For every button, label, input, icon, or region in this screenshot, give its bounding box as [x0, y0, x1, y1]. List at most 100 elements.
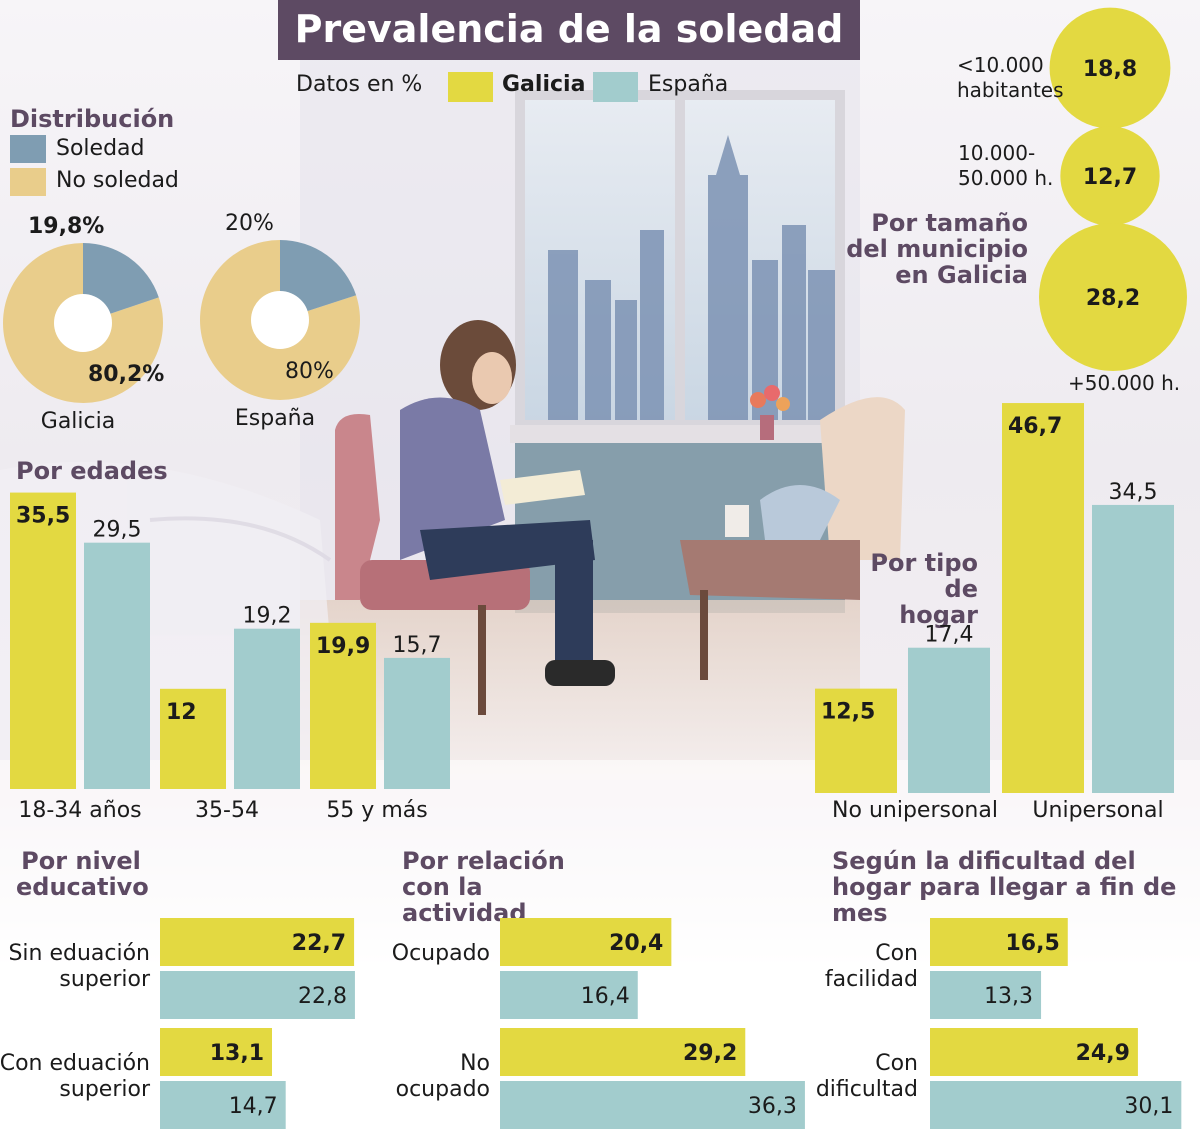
bar-espana [84, 542, 150, 789]
bar-value-galicia: 12 [166, 700, 197, 725]
hbar-galicia [930, 1028, 1138, 1076]
category-label: 18-34 años [18, 798, 141, 823]
hbar-galicia [500, 1028, 746, 1076]
legend-soledad-label: Soledad [56, 136, 145, 161]
bubble-label: 10.000- [958, 141, 1035, 165]
pie-name: Galicia [41, 409, 115, 434]
bubble-value: 12,7 [1083, 165, 1137, 190]
actividad-title: Por relación con la actividad [402, 847, 565, 927]
hbar-category-label: ocupado [396, 1077, 490, 1102]
pie-label-no-soledad: 80,2% [88, 362, 164, 387]
bubble-label: 50.000 h. [958, 166, 1053, 190]
legend-galicia-swatch [448, 72, 493, 102]
hbar-espana [930, 971, 1042, 1019]
hogar-title: Por tipo de hogar [870, 549, 978, 629]
hbar-espana [500, 971, 638, 1019]
legend-no-soledad-swatch [10, 168, 46, 196]
bubble-galicia [1039, 223, 1187, 371]
bar-galicia [10, 492, 76, 789]
bar-espana [234, 628, 300, 789]
bubble-label: habitantes [957, 78, 1064, 102]
hbar-value-galicia: 13,1 [210, 1041, 264, 1066]
bubble-value: 18,8 [1083, 57, 1137, 82]
hbar-value-espana: 16,4 [581, 984, 630, 1009]
bar-galicia [1002, 403, 1084, 793]
bubble-galicia [1060, 126, 1160, 226]
pie-label-soledad: 20% [225, 211, 274, 236]
woman-reading [400, 320, 615, 686]
hbar-category-label: superior [59, 1077, 151, 1102]
pie-label-no-soledad: 80% [285, 359, 334, 384]
hbar-espana [160, 971, 355, 1019]
bar-value-espana: 29,5 [93, 518, 142, 543]
pie-name: España [235, 406, 315, 431]
hbar-value-espana: 22,8 [298, 984, 347, 1009]
distribution-title: Distribución [10, 105, 175, 133]
bar-value-galicia: 35,5 [16, 504, 70, 529]
hbar-value-galicia: 20,4 [609, 931, 663, 956]
bar-value-espana: 15,7 [393, 633, 442, 658]
edades-title: Por edades [16, 457, 168, 485]
hbar-category-label: Sin eduación [8, 941, 150, 966]
bubble-value: 28,2 [1086, 286, 1140, 311]
dificultad-title: Según la dificultad del hogar para llega… [832, 847, 1177, 927]
armchair-right [680, 397, 905, 680]
category-label: 35-54 [195, 798, 259, 823]
hbar-value-galicia: 24,9 [1076, 1041, 1130, 1066]
bubble-label: <10.000 [957, 53, 1044, 77]
municipio-title: Por tamaño del municipio en Galicia [846, 209, 1028, 289]
donut-hole [251, 291, 309, 349]
hbar-espana [160, 1081, 286, 1129]
legend-no-soledad-label: No soledad [56, 168, 179, 193]
hbar-category-label: Con [875, 941, 918, 966]
pie-label-soledad: 19,8% [28, 214, 104, 239]
legend-espana-label: España [648, 72, 729, 97]
hbar-value-espana: 13,3 [984, 984, 1033, 1009]
hbar-category-label: superior [59, 967, 151, 992]
hbar-category-label: dificultad [816, 1077, 918, 1102]
units-note: Datos en % [296, 72, 423, 97]
hbar-value-espana: 14,7 [229, 1094, 278, 1119]
flower-vase [750, 385, 790, 440]
hbar-espana [930, 1081, 1182, 1129]
hbar-category-label: No [460, 1051, 490, 1076]
hbar-galicia [500, 918, 672, 966]
bar-value-galicia: 12,5 [821, 700, 875, 725]
hbar-value-espana: 36,3 [748, 1094, 797, 1119]
bar-espana [1092, 504, 1174, 793]
legend-espana-swatch [593, 72, 638, 102]
hbar-galicia [160, 1028, 273, 1076]
bar-value-galicia: 46,7 [1008, 414, 1062, 439]
hbar-category-label: Con [875, 1051, 918, 1076]
hbar-value-espana: 30,1 [1124, 1094, 1173, 1119]
hbar-galicia [160, 918, 355, 966]
bar-espana [384, 657, 450, 789]
hbar-value-galicia: 16,5 [1005, 931, 1059, 956]
bar-galicia [815, 688, 897, 793]
hbar-category-label: Ocupado [392, 941, 490, 966]
bar-value-espana: 34,5 [1109, 480, 1158, 505]
bar-espana [908, 647, 990, 793]
bar-value-galicia: 19,9 [316, 634, 370, 659]
bubble-galicia [1049, 7, 1171, 129]
educativo-title: Por nivel educativo [16, 847, 149, 901]
hbar-category-label: Con eduación [0, 1051, 150, 1076]
category-label: 55 y más [326, 798, 427, 823]
hbar-galicia [930, 918, 1068, 966]
hbar-value-galicia: 22,7 [292, 931, 346, 956]
bar-galicia [310, 622, 376, 789]
legend-galicia-label: Galicia [502, 72, 586, 97]
bar-galicia [160, 688, 226, 789]
category-label: Unipersonal [1032, 798, 1163, 823]
donut-hole [54, 294, 112, 352]
category-label: No unipersonal [832, 798, 998, 823]
legend-soledad-swatch [10, 135, 46, 163]
page-title: Prevalencia de la soledad [278, 0, 860, 60]
hbar-value-galicia: 29,2 [683, 1041, 737, 1066]
hbar-category-label: facilidad [825, 967, 918, 992]
bar-value-espana: 17,4 [925, 623, 974, 648]
bubble-label: +50.000 h. [1068, 371, 1180, 395]
hbar-espana [500, 1081, 805, 1129]
bar-value-espana: 19,2 [243, 604, 292, 629]
